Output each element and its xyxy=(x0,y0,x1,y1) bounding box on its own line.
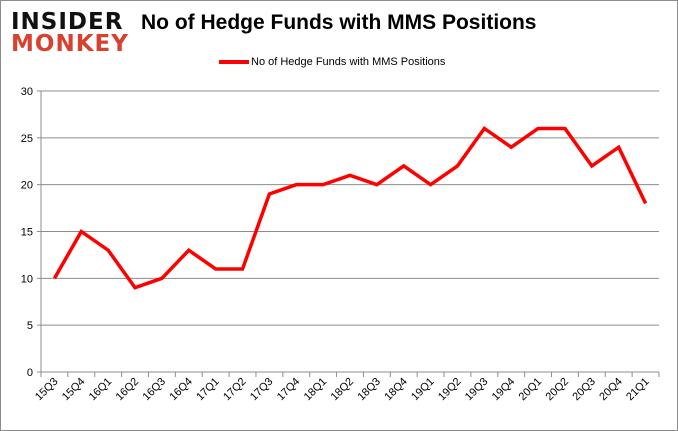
y-tick-label: 0 xyxy=(27,367,33,379)
x-tick-label: 19Q2 xyxy=(436,376,464,404)
x-tick-label: 16Q2 xyxy=(114,376,142,404)
legend-label: No of Hedge Funds with MMS Positions xyxy=(251,56,446,68)
x-tick-label: 16Q4 xyxy=(167,376,195,404)
x-tick-label: 17Q1 xyxy=(194,376,222,404)
x-tick-label: 20Q4 xyxy=(597,376,625,404)
x-tick-label: 21Q1 xyxy=(624,376,652,404)
y-tick-label: 25 xyxy=(21,133,33,145)
x-tick-label: 18Q3 xyxy=(355,376,383,404)
logo-line2: MONKEY xyxy=(11,31,129,57)
x-tick-label: 20Q3 xyxy=(570,376,598,404)
logo-line1: INSIDER xyxy=(11,9,124,35)
x-tick-label: 16Q3 xyxy=(141,376,169,404)
y-tick-label: 15 xyxy=(21,227,33,239)
x-tick-label: 17Q3 xyxy=(248,376,276,404)
x-tick-label: 15Q3 xyxy=(33,376,61,404)
y-tick-label: 10 xyxy=(21,273,33,285)
legend-swatch xyxy=(219,60,249,64)
x-tick-label: 20Q2 xyxy=(544,376,572,404)
x-tick-label: 18Q2 xyxy=(329,376,357,404)
x-tick-label: 16Q1 xyxy=(87,376,115,404)
x-tick-label: 19Q4 xyxy=(490,376,518,404)
legend: No of Hedge Funds with MMS Positions xyxy=(219,56,445,68)
x-tick-label: 19Q3 xyxy=(463,376,491,404)
x-tick-label: 17Q2 xyxy=(221,376,249,404)
x-tick-label: 15Q4 xyxy=(60,376,88,404)
x-tick-label: 20Q1 xyxy=(517,376,545,404)
x-tick-label: 19Q1 xyxy=(409,376,437,404)
series-line xyxy=(52,126,648,290)
y-tick-label: 20 xyxy=(21,180,33,192)
x-tick-label: 18Q1 xyxy=(302,376,330,404)
x-tick-label: 18Q4 xyxy=(382,376,410,404)
chart-title: No of Hedge Funds with MMS Positions xyxy=(141,11,537,34)
insider-monkey-logo: INSIDER MONKEY xyxy=(11,9,129,57)
y-tick-label: 5 xyxy=(27,320,33,332)
x-tick-label: 17Q4 xyxy=(275,376,303,404)
y-tick-label: 30 xyxy=(21,86,33,98)
